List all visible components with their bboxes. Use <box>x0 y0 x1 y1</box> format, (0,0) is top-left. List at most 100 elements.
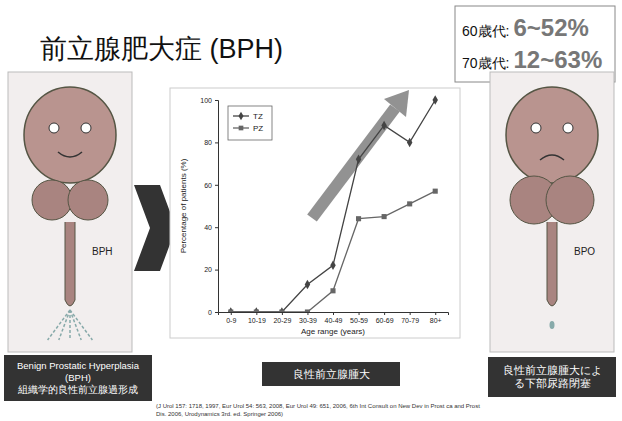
urethra <box>65 222 75 306</box>
eye <box>81 123 91 133</box>
caption-box <box>4 355 152 401</box>
tick-mark <box>307 312 308 315</box>
prostate-lobe <box>68 180 108 220</box>
tick-mark <box>215 270 218 271</box>
tick-label: 70-79 <box>401 317 419 324</box>
tick-label: 20 <box>204 266 212 273</box>
legend-label: PZ <box>253 124 263 133</box>
tick-label: 60-69 <box>376 317 394 324</box>
tick: 50-59 <box>350 312 368 324</box>
eye <box>563 123 573 133</box>
tick-label: 0-9 <box>226 317 236 324</box>
caption-text: Benign Prostatic Hyperplasia <box>17 360 140 371</box>
illustration: BPH <box>8 72 132 352</box>
tick-mark <box>359 312 360 315</box>
image-label: BPO <box>574 246 595 257</box>
arrow-head <box>384 90 409 117</box>
marker <box>254 307 259 312</box>
tick-mark <box>215 100 218 101</box>
arrow-shaft <box>312 108 395 218</box>
slide: 前立腺肥大症 (BPH)60歳代:6~52%70歳代:12~63%BPHBPO0… <box>0 0 622 421</box>
legend-box <box>228 106 272 140</box>
marker <box>330 288 335 293</box>
legend-marker <box>239 126 244 131</box>
series-line <box>231 191 435 312</box>
tick-label: 20-29 <box>273 317 291 324</box>
marker <box>381 121 386 130</box>
stat-line: 70歳代:12~63% <box>462 46 602 73</box>
tick: 70-79 <box>401 312 419 324</box>
y-axis: 0 20 40 60 80 100 <box>200 97 218 316</box>
x-axis: 0-9 10-19 20-29 30-39 40-49 50-59 60-69 70-79 80… <box>219 312 449 324</box>
tick: 40 <box>204 224 218 231</box>
stream <box>48 310 70 340</box>
illustration-frame <box>8 72 132 352</box>
tick-label: 40 <box>204 224 212 231</box>
caption-box <box>262 362 400 386</box>
stat-value: 6~52% <box>513 14 588 41</box>
marker <box>279 309 284 312</box>
marker <box>407 201 412 206</box>
x-axis-title: Age range (years) <box>301 327 365 336</box>
tick-mark <box>231 312 232 315</box>
stat-label: 60歳代: <box>462 23 509 39</box>
tick: 100 <box>200 97 218 104</box>
tick-label: 10-19 <box>248 317 266 324</box>
urethra <box>547 222 557 306</box>
tick: 60-69 <box>376 312 394 324</box>
marker <box>407 138 412 147</box>
legend: TZ PZ <box>228 106 272 140</box>
stream <box>69 310 71 340</box>
marker <box>305 280 310 289</box>
tick: 10-19 <box>248 312 266 324</box>
bladder <box>24 87 116 183</box>
citation: Dis. 2006, Urodynamics 3rd. ed. Springer… <box>156 411 283 417</box>
marker <box>279 307 284 312</box>
illustration: BPO <box>490 72 614 352</box>
tick: 80 <box>204 139 218 146</box>
drip <box>550 321 555 329</box>
axis-line <box>215 101 219 313</box>
stat-label: 70歳代: <box>462 55 509 71</box>
bladder <box>506 87 598 183</box>
tick: 60 <box>204 182 218 189</box>
tick: 40-49 <box>325 312 343 324</box>
tick-mark <box>215 227 218 228</box>
legend-label: TZ <box>253 112 263 121</box>
marker <box>228 309 233 312</box>
tick-label: 100 <box>200 97 212 104</box>
caption-text: る下部尿路閉塞 <box>514 377 591 389</box>
eye <box>531 123 541 133</box>
prostate-lobe <box>546 176 594 224</box>
data-group <box>228 95 438 312</box>
stat-line: 60歳代:6~52% <box>462 14 589 41</box>
marker <box>305 309 310 312</box>
tick: 30-39 <box>299 312 317 324</box>
caption-text: 良性前立腺腫大によ <box>503 364 602 376</box>
marker <box>356 155 361 164</box>
tick-label: 0 <box>208 309 212 316</box>
tick-label: 60 <box>204 182 212 189</box>
marker <box>382 214 387 219</box>
background <box>0 0 622 421</box>
caption-text: (BPH) <box>65 372 91 383</box>
stream <box>59 310 70 340</box>
tick-mark <box>410 312 411 315</box>
tick-mark <box>215 185 218 186</box>
tick-label: 80+ <box>430 317 442 324</box>
image-label: BPH <box>92 246 113 257</box>
marker <box>330 261 335 270</box>
eye <box>49 123 59 133</box>
tick-mark <box>435 312 436 315</box>
chart-box <box>170 88 460 338</box>
stream <box>70 310 81 340</box>
tick: 0-9 <box>226 312 236 324</box>
tick-label: 50-59 <box>350 317 368 324</box>
stat-value: 12~63% <box>513 46 602 73</box>
illustration-frame <box>490 72 614 352</box>
tick: 0 <box>208 309 218 316</box>
caption-text: 良性前立腺腫大 <box>293 368 370 380</box>
tick-mark <box>384 312 385 315</box>
tick-label: 40-49 <box>325 317 343 324</box>
marker <box>356 216 361 221</box>
